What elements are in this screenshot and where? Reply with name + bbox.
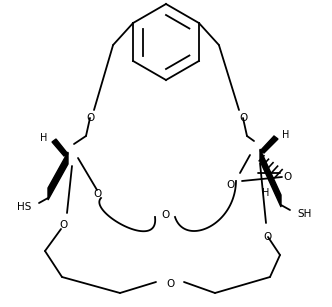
Text: O: O bbox=[93, 189, 101, 199]
Text: O: O bbox=[166, 279, 174, 289]
Text: H: H bbox=[282, 130, 290, 140]
Text: O: O bbox=[284, 172, 292, 182]
Text: H: H bbox=[40, 133, 48, 143]
Polygon shape bbox=[260, 136, 278, 153]
Text: SH: SH bbox=[298, 209, 312, 219]
Text: O: O bbox=[264, 232, 272, 242]
Text: O: O bbox=[239, 113, 247, 123]
Text: O: O bbox=[59, 220, 67, 230]
Text: O: O bbox=[161, 210, 169, 220]
Text: H: H bbox=[262, 188, 270, 198]
Text: O: O bbox=[226, 180, 234, 190]
Text: HS: HS bbox=[17, 202, 31, 212]
Polygon shape bbox=[52, 139, 68, 156]
Polygon shape bbox=[48, 152, 68, 200]
Text: O: O bbox=[86, 113, 94, 123]
Polygon shape bbox=[260, 149, 281, 207]
